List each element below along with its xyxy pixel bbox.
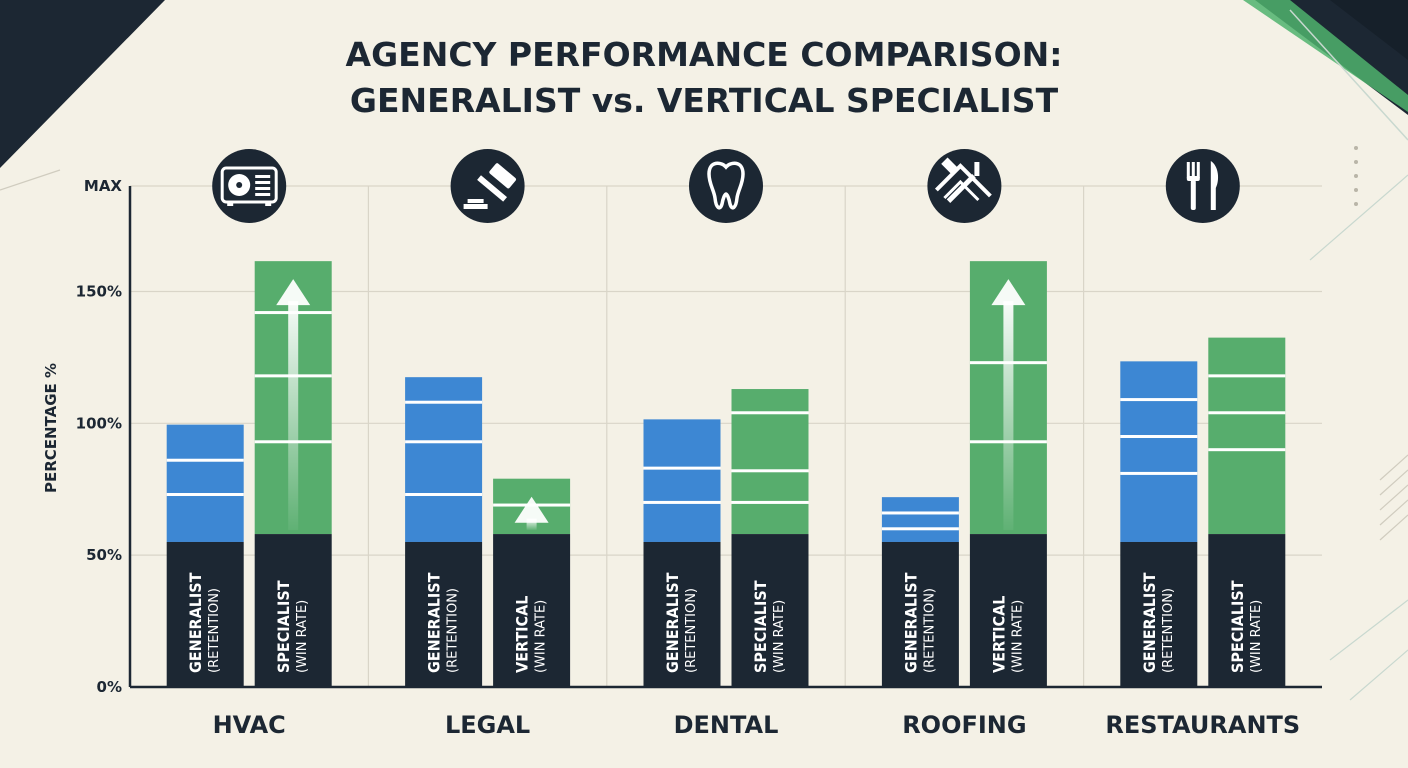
- generalist-bar-label: GENERALIST: [901, 572, 920, 673]
- arrow-head: [991, 279, 1026, 306]
- bar-stripe: [1208, 374, 1286, 378]
- specialist-bar-sublabel: (WIN RATE): [295, 600, 310, 673]
- ac-unit-icon: [212, 149, 287, 223]
- bar-stripe: [881, 511, 959, 515]
- specialist-bar-sublabel: (WIN RATE): [534, 600, 549, 673]
- generalist-bar-label: GENERALIST: [186, 572, 205, 673]
- category-icons: [212, 149, 1240, 223]
- bar-stripe: [1208, 411, 1286, 415]
- generalist-bar-label: GENERALIST: [1140, 572, 1159, 673]
- category-label-restaurants: RESTAURANTS: [1105, 711, 1300, 739]
- specialist-bar-label: VERTICAL: [989, 596, 1008, 673]
- specialist-bar-sublabel: (WIN RATE): [772, 600, 787, 673]
- roof-hammer-icon: [927, 149, 1002, 223]
- y-axis-label: PERCENTAGE %: [42, 363, 60, 493]
- generalist-bar-legal: GENERALIST (RETENTION): [405, 377, 483, 687]
- generalist-bar-label: GENERALIST: [425, 572, 444, 673]
- y-axis-ticks: 0% 50% 100% 150% MAX: [76, 177, 123, 696]
- y-tick-label: MAX: [84, 177, 123, 195]
- specialist-bar-label: SPECIALIST: [274, 580, 293, 673]
- specialist-bar-base: [969, 534, 1047, 687]
- bar-stripe: [405, 440, 483, 444]
- bar-stripe: [643, 500, 721, 504]
- specialist-bar-base: [493, 534, 571, 687]
- bar-stripe: [166, 458, 244, 462]
- specialist-bar-sublabel: (WIN RATE): [1249, 600, 1264, 673]
- arrow-head: [514, 496, 549, 523]
- bar-stripe: [405, 493, 483, 497]
- generalist-bar-base: [1120, 541, 1198, 687]
- chart-title-line-2: GENERALIST vs. VERTICAL SPECIALIST: [350, 81, 1059, 120]
- chart-title-line-1: AGENCY PERFORMANCE COMPARISON:: [346, 35, 1063, 74]
- gavel-icon: [450, 149, 525, 223]
- bar-stripe: [405, 400, 483, 404]
- generalist-bar-base: [881, 541, 959, 687]
- bar-stripe: [1120, 435, 1198, 438]
- specialist-bar-label: VERTICAL: [513, 596, 532, 673]
- specialist-bar-base: [254, 534, 332, 687]
- generalist-bar-hvac: GENERALIST (RETENTION): [166, 424, 244, 687]
- generalist-bar-base: [166, 541, 244, 687]
- specialist-bar-legal: VERTICAL (WIN RATE): [493, 478, 571, 687]
- arrow-shaft: [526, 518, 537, 531]
- specialist-bar-label: SPECIALIST: [1228, 580, 1247, 673]
- decor-corners: [0, 0, 1408, 701]
- generalist-bar-sublabel: (RETENTION): [922, 588, 937, 673]
- fork-knife-icon: [1165, 149, 1240, 223]
- bar-stripe: [731, 411, 809, 415]
- bar-stripe: [643, 466, 721, 470]
- specialist-bar-hvac: SPECIALIST (WIN RATE): [254, 261, 332, 687]
- y-tick-label: 100%: [76, 414, 122, 432]
- bar-stripe: [166, 493, 244, 497]
- generalist-bar-sublabel: (RETENTION): [684, 588, 699, 673]
- bars: GENERALIST (RETENTION) SPECIALIST (WIN RATE…: [166, 261, 1286, 687]
- generalist-bar-sublabel: (RETENTION): [446, 588, 461, 673]
- specialist-bar-label: SPECIALIST: [751, 580, 770, 673]
- bar-stripe: [1208, 448, 1286, 452]
- y-tick-label: 0%: [97, 678, 122, 696]
- generalist-bar-roofing: GENERALIST (RETENTION): [881, 497, 959, 687]
- category-labels: HVAC LEGAL DENTAL ROOFING RESTAURANTS: [213, 711, 1301, 739]
- tooth-icon: [689, 149, 763, 223]
- specialist-bar-fill: [1208, 337, 1286, 535]
- arrow-shaft: [288, 301, 299, 531]
- category-label-legal: LEGAL: [445, 711, 530, 739]
- specialist-bar-roofing: VERTICAL (WIN RATE): [969, 261, 1047, 687]
- bar-stripe: [881, 527, 959, 531]
- generalist-bar-fill: [881, 497, 959, 542]
- arrow-shaft: [1003, 301, 1014, 531]
- category-label-roofing: ROOFING: [902, 711, 1026, 739]
- bar-stripe: [1120, 398, 1198, 402]
- bar-stripe: [1120, 471, 1198, 475]
- generalist-bar-label: GENERALIST: [663, 572, 682, 673]
- bar-stripe: [731, 500, 809, 504]
- y-tick-label: 150%: [76, 282, 122, 300]
- generalist-bar-sublabel: (RETENTION): [1161, 588, 1176, 673]
- specialist-bar-restaurants: SPECIALIST (WIN RATE): [1208, 337, 1286, 687]
- arrow-head: [276, 279, 311, 306]
- generalist-bar-fill: [405, 377, 483, 542]
- y-tick-label: 50%: [86, 546, 122, 564]
- generalist-bar-base: [643, 541, 721, 687]
- specialist-bar-base: [1208, 534, 1286, 687]
- category-label-hvac: HVAC: [213, 711, 286, 739]
- specialist-bar-base: [731, 534, 809, 687]
- generalist-bar-sublabel: (RETENTION): [207, 588, 222, 673]
- generalist-bar-restaurants: GENERALIST (RETENTION): [1120, 361, 1198, 687]
- generalist-bar-fill: [166, 424, 244, 542]
- category-label-dental: DENTAL: [674, 711, 779, 739]
- generalist-bar-dental: GENERALIST (RETENTION): [643, 419, 721, 687]
- generalist-bar-base: [405, 541, 483, 687]
- specialist-bar-fill: [731, 389, 809, 535]
- bar-stripe: [731, 469, 809, 473]
- generalist-bar-fill: [643, 419, 721, 542]
- specialist-bar-sublabel: (WIN RATE): [1010, 600, 1025, 673]
- specialist-bar-dental: SPECIALIST (WIN RATE): [731, 389, 809, 687]
- generalist-bar-fill: [1120, 361, 1198, 542]
